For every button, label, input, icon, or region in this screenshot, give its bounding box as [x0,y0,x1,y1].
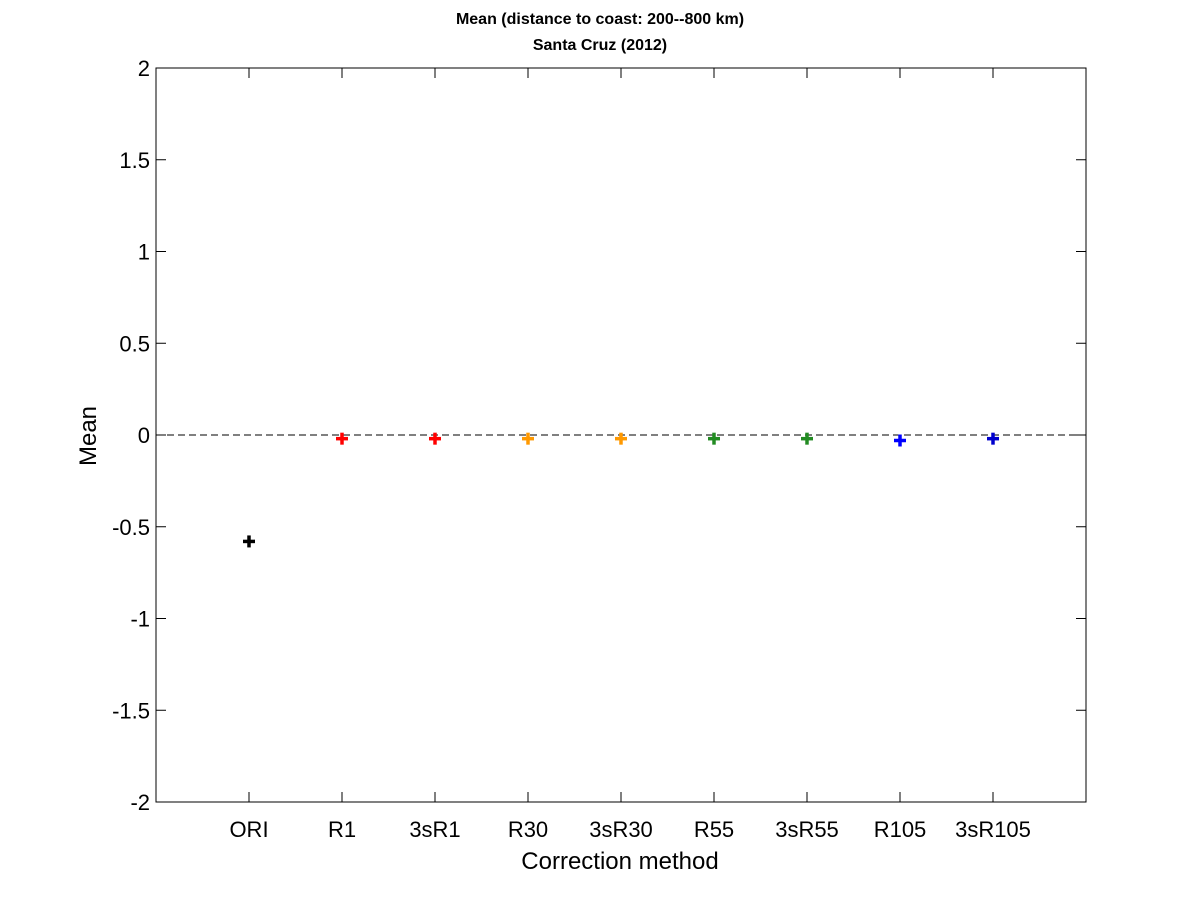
x-tick-label: 3sR55 [775,817,839,842]
y-tick-label: -2 [130,790,150,815]
data-point-r55 [708,432,720,445]
y-tick-label: 0.5 [119,331,150,356]
chart-subtitle: Santa Cruz (2012) [533,37,667,54]
data-point-r30 [522,432,534,445]
data-point-r1 [336,432,348,445]
x-tick-label: 3sR1 [409,817,460,842]
x-tick-label: R55 [694,817,734,842]
data-point-3sr105 [987,432,999,445]
data-point-3sr1 [429,432,441,445]
data-point-ori [243,535,255,548]
x-axis-label: Correction method [521,848,718,875]
data-point-3sr55 [801,432,813,445]
y-tick-label: -0.5 [112,515,150,540]
x-tick-label: R30 [508,817,548,842]
y-tick-label: 1 [138,240,150,265]
x-tick-label: 3sR105 [955,817,1031,842]
y-tick-label: 0 [138,423,150,448]
x-tick-label: R105 [874,817,927,842]
x-tick-label: 3sR30 [589,817,653,842]
x-axis: ORI R1 3sR1 R30 3sR30 R55 3sR55 R105 3sR105 [229,68,1031,842]
data-point-3sr30 [615,432,627,445]
x-tick-label: ORI [229,817,268,842]
x-tick-label: R1 [328,817,356,842]
y-axis: -2 -1.5 -1 -0.5 0 0.5 1 1.5 2 [112,56,1086,815]
y-tick-label: 2 [138,56,150,81]
chart-title: Mean (distance to coast: 200--800 km) [456,11,744,28]
y-tick-label: -1.5 [112,698,150,723]
data-markers [243,432,999,548]
data-point-r105 [894,434,906,447]
y-tick-label: 1.5 [119,148,150,173]
y-axis-label: Mean [75,406,102,466]
y-tick-label: -1 [130,607,150,632]
